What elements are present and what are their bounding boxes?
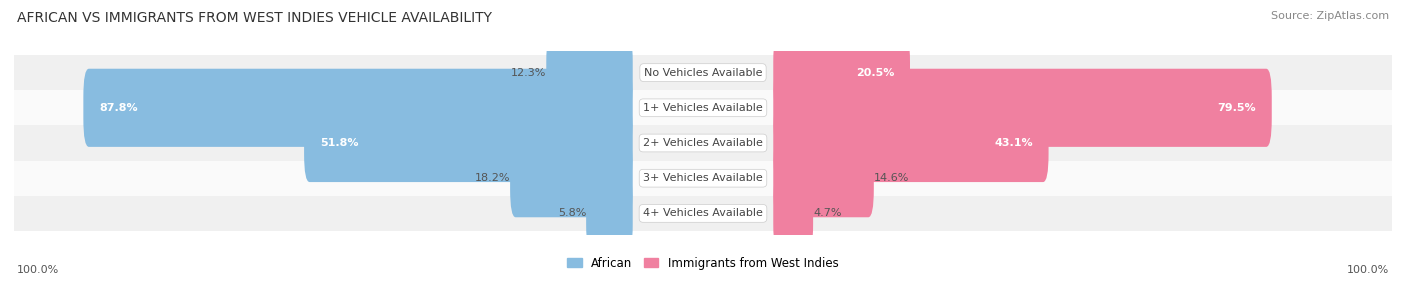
Legend: African, Immigrants from West Indies: African, Immigrants from West Indies xyxy=(562,252,844,274)
FancyBboxPatch shape xyxy=(773,33,910,112)
Bar xyxy=(14,90,1392,125)
FancyBboxPatch shape xyxy=(547,33,633,112)
Text: 100.0%: 100.0% xyxy=(17,265,59,275)
Text: 100.0%: 100.0% xyxy=(1347,265,1389,275)
Text: 1+ Vehicles Available: 1+ Vehicles Available xyxy=(643,103,763,113)
Text: 51.8%: 51.8% xyxy=(321,138,359,148)
FancyBboxPatch shape xyxy=(510,139,633,217)
Bar xyxy=(14,161,1392,196)
FancyBboxPatch shape xyxy=(773,174,813,253)
Bar xyxy=(14,196,1392,231)
FancyBboxPatch shape xyxy=(586,174,633,253)
Bar xyxy=(14,55,1392,90)
Text: 2+ Vehicles Available: 2+ Vehicles Available xyxy=(643,138,763,148)
FancyBboxPatch shape xyxy=(773,69,1272,147)
FancyBboxPatch shape xyxy=(83,69,633,147)
Text: 87.8%: 87.8% xyxy=(100,103,138,113)
Text: 18.2%: 18.2% xyxy=(475,173,510,183)
Text: 4+ Vehicles Available: 4+ Vehicles Available xyxy=(643,208,763,219)
Text: 12.3%: 12.3% xyxy=(510,67,547,78)
Bar xyxy=(14,125,1392,161)
Text: No Vehicles Available: No Vehicles Available xyxy=(644,67,762,78)
FancyBboxPatch shape xyxy=(304,104,633,182)
Text: 3+ Vehicles Available: 3+ Vehicles Available xyxy=(643,173,763,183)
Text: 20.5%: 20.5% xyxy=(856,67,894,78)
Text: 14.6%: 14.6% xyxy=(873,173,910,183)
Text: 5.8%: 5.8% xyxy=(558,208,586,219)
FancyBboxPatch shape xyxy=(773,104,1049,182)
Text: 43.1%: 43.1% xyxy=(994,138,1033,148)
Text: 79.5%: 79.5% xyxy=(1218,103,1256,113)
Text: 4.7%: 4.7% xyxy=(813,208,842,219)
Text: Source: ZipAtlas.com: Source: ZipAtlas.com xyxy=(1271,11,1389,21)
Text: AFRICAN VS IMMIGRANTS FROM WEST INDIES VEHICLE AVAILABILITY: AFRICAN VS IMMIGRANTS FROM WEST INDIES V… xyxy=(17,11,492,25)
FancyBboxPatch shape xyxy=(773,139,873,217)
